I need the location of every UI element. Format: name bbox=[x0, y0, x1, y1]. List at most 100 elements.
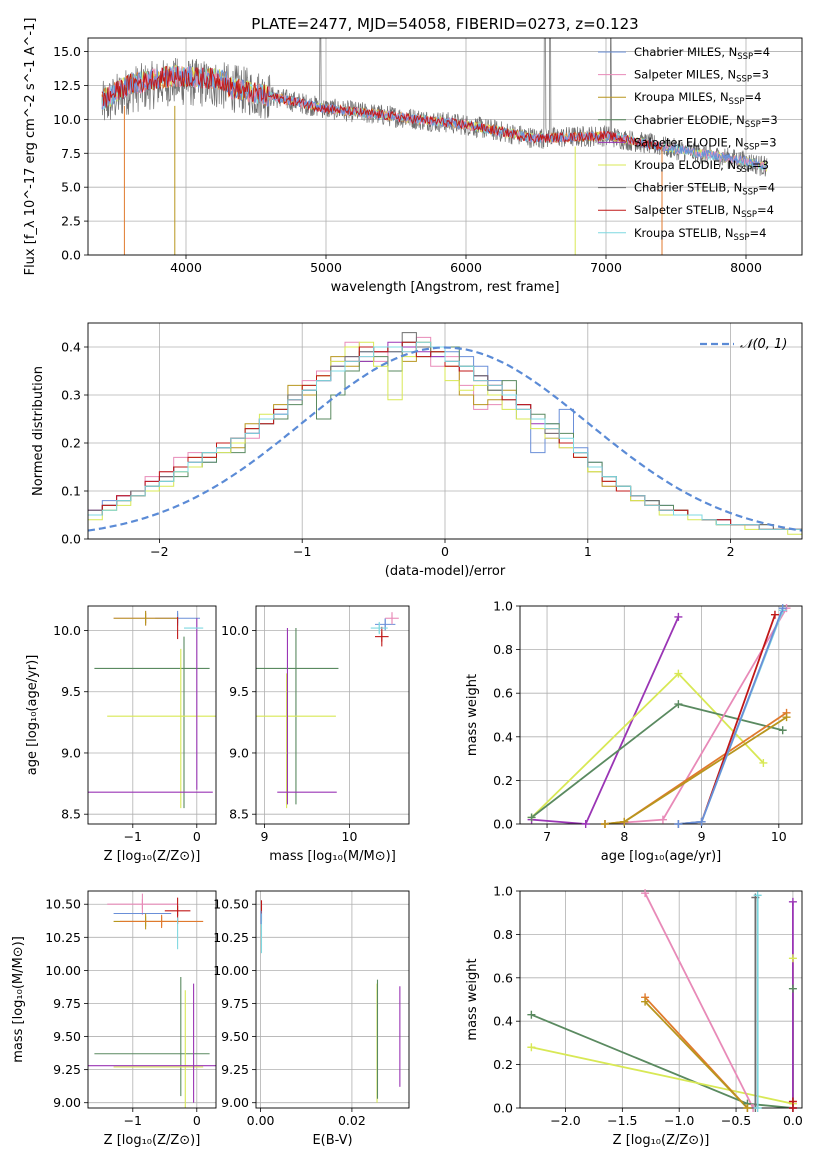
x-axis-label: Z [log₁₀(Z/Z⊙)] bbox=[104, 1133, 201, 1148]
data-point bbox=[770, 610, 779, 619]
y-tick-label: 8.5 bbox=[61, 807, 81, 822]
series-line-salpeter-miles bbox=[604, 607, 788, 824]
data-point bbox=[788, 1104, 797, 1112]
data-point bbox=[753, 891, 762, 900]
plot-area bbox=[88, 332, 802, 535]
y-tick-label: 12.5 bbox=[53, 78, 81, 93]
x-axis-label: wavelength [Angstrom, rest frame] bbox=[331, 280, 560, 295]
y-tick-label: 0.8 bbox=[493, 642, 513, 657]
y-tick-label: 10.25 bbox=[45, 930, 81, 945]
data-point bbox=[674, 669, 683, 678]
legend-label: Salpeter ELODIE, NSSP=3 bbox=[634, 135, 777, 152]
axes-frame bbox=[519, 605, 803, 825]
y-tick-label: 0.3 bbox=[61, 388, 81, 403]
legend-label: Salpeter MILES, NSSP=3 bbox=[634, 68, 769, 85]
y-tick-label: 10.0 bbox=[221, 623, 249, 638]
x-tick-label: 7000 bbox=[590, 260, 622, 275]
x-tick-label: 6000 bbox=[450, 260, 482, 275]
normal-curve bbox=[88, 346, 802, 532]
legend-label: Salpeter STELIB, NSSP=4 bbox=[634, 203, 774, 220]
y-tick-label: 7.5 bbox=[61, 146, 81, 161]
y-tick-label: 9.50 bbox=[221, 1029, 249, 1044]
legend-label: Kroupa MILES, NSSP=4 bbox=[634, 90, 761, 107]
x-tick-label: 0 bbox=[193, 1113, 201, 1128]
y-tick-label: 10.00 bbox=[45, 963, 81, 978]
plot-area bbox=[260, 900, 401, 1103]
x-axis-label: E(B-V) bbox=[312, 1133, 352, 1148]
y-axis-label: mass weight bbox=[465, 674, 480, 756]
y-tick-label: 15.0 bbox=[53, 44, 81, 59]
data-point bbox=[620, 817, 629, 826]
x-axis-label: (data-model)/error bbox=[385, 564, 506, 579]
y-tick-label: 10.50 bbox=[45, 897, 81, 912]
chart-mass_weight_vs_age: 7 8 9 10 0.0 0.2 0.4 0.6 0.8 1.0 age [log₁₀(age/yr… bbox=[465, 599, 803, 864]
y-tick-label: 1.0 bbox=[493, 884, 513, 899]
series-line-chabrier-elodie bbox=[531, 1013, 793, 1108]
plot-area bbox=[88, 610, 216, 809]
y-tick-label: 0.4 bbox=[493, 729, 513, 744]
x-tick-label: 0 bbox=[193, 829, 201, 844]
legend-label: 𝒩(0, 1) bbox=[740, 337, 787, 352]
x-tick-label: −1 bbox=[124, 1113, 142, 1128]
x-tick-label: −1 bbox=[293, 544, 311, 559]
data-point bbox=[674, 612, 683, 621]
axes-frame bbox=[87, 37, 803, 256]
legend-label: Chabrier STELIB, NSSP=4 bbox=[634, 181, 775, 198]
y-tick-label: 10.0 bbox=[53, 623, 81, 638]
data-point bbox=[743, 1104, 752, 1112]
x-tick-label: 1 bbox=[584, 544, 592, 559]
chart-age_vs_mass: 9 10 8.5 9.0 9.5 10.0 mass [log₁₀(M/M⊙)] bbox=[221, 605, 410, 864]
x-axis-label: Z [log₁₀(Z/Z⊙)] bbox=[104, 849, 201, 864]
legend-label: Chabrier MILES, NSSP=4 bbox=[634, 45, 770, 62]
x-tick-label: 0.02 bbox=[338, 1113, 366, 1128]
grid bbox=[520, 605, 802, 825]
data-point bbox=[658, 815, 667, 824]
data-point bbox=[527, 1010, 536, 1019]
x-axis-label: age [log₁₀(age/yr)] bbox=[601, 849, 722, 864]
y-tick-label: 0.0 bbox=[61, 532, 81, 547]
data-point bbox=[527, 813, 536, 822]
y-axis-label: mass [log₁₀(M/M⊙)] bbox=[11, 936, 26, 1063]
data-point bbox=[600, 820, 609, 828]
axes-frame bbox=[87, 890, 217, 1109]
data-point bbox=[778, 726, 787, 735]
grid bbox=[88, 891, 216, 1108]
data-point bbox=[697, 817, 706, 826]
plot-area bbox=[530, 607, 788, 824]
data-point bbox=[778, 604, 787, 613]
y-tick-label: 9.25 bbox=[221, 1062, 249, 1077]
y-tick-label: 10.50 bbox=[213, 897, 249, 912]
x-tick-label: 2 bbox=[727, 544, 735, 559]
y-tick-label: 5.0 bbox=[61, 180, 81, 195]
legend-label: Chabrier ELODIE, NSSP=3 bbox=[634, 113, 778, 130]
plot-area bbox=[531, 892, 794, 1108]
x-tick-label: 5000 bbox=[310, 260, 342, 275]
y-tick-label: 9.75 bbox=[221, 996, 249, 1011]
x-tick-label: 7 bbox=[543, 829, 551, 844]
y-tick-label: 0.4 bbox=[493, 1014, 513, 1029]
data-point bbox=[641, 997, 650, 1006]
y-tick-label: 9.00 bbox=[221, 1095, 249, 1110]
axes-frame bbox=[255, 605, 410, 825]
grid bbox=[256, 891, 409, 1108]
data-point bbox=[674, 700, 683, 709]
y-tick-label: 10.25 bbox=[213, 930, 249, 945]
data-point bbox=[782, 713, 791, 722]
y-tick-label: 0.6 bbox=[493, 686, 513, 701]
y-tick-label: 9.25 bbox=[53, 1062, 81, 1077]
y-tick-label: 0.2 bbox=[493, 1057, 513, 1072]
data-point bbox=[788, 897, 797, 906]
y-tick-label: 9.75 bbox=[53, 996, 81, 1011]
y-tick-label: 9.5 bbox=[229, 684, 249, 699]
y-tick-label: 0.2 bbox=[61, 436, 81, 451]
x-tick-label: 9 bbox=[698, 829, 706, 844]
y-tick-label: 9.0 bbox=[61, 745, 81, 760]
x-tick-label: 0 bbox=[441, 544, 449, 559]
y-tick-label: 0.2 bbox=[493, 773, 513, 788]
series-line-salpeter-miles bbox=[644, 892, 754, 1108]
plot-area bbox=[88, 893, 216, 1108]
series-line-salpeter-elodie bbox=[531, 616, 680, 824]
y-tick-label: 0.1 bbox=[61, 484, 81, 499]
legend-label: Kroupa ELODIE, NSSP=3 bbox=[634, 158, 769, 175]
